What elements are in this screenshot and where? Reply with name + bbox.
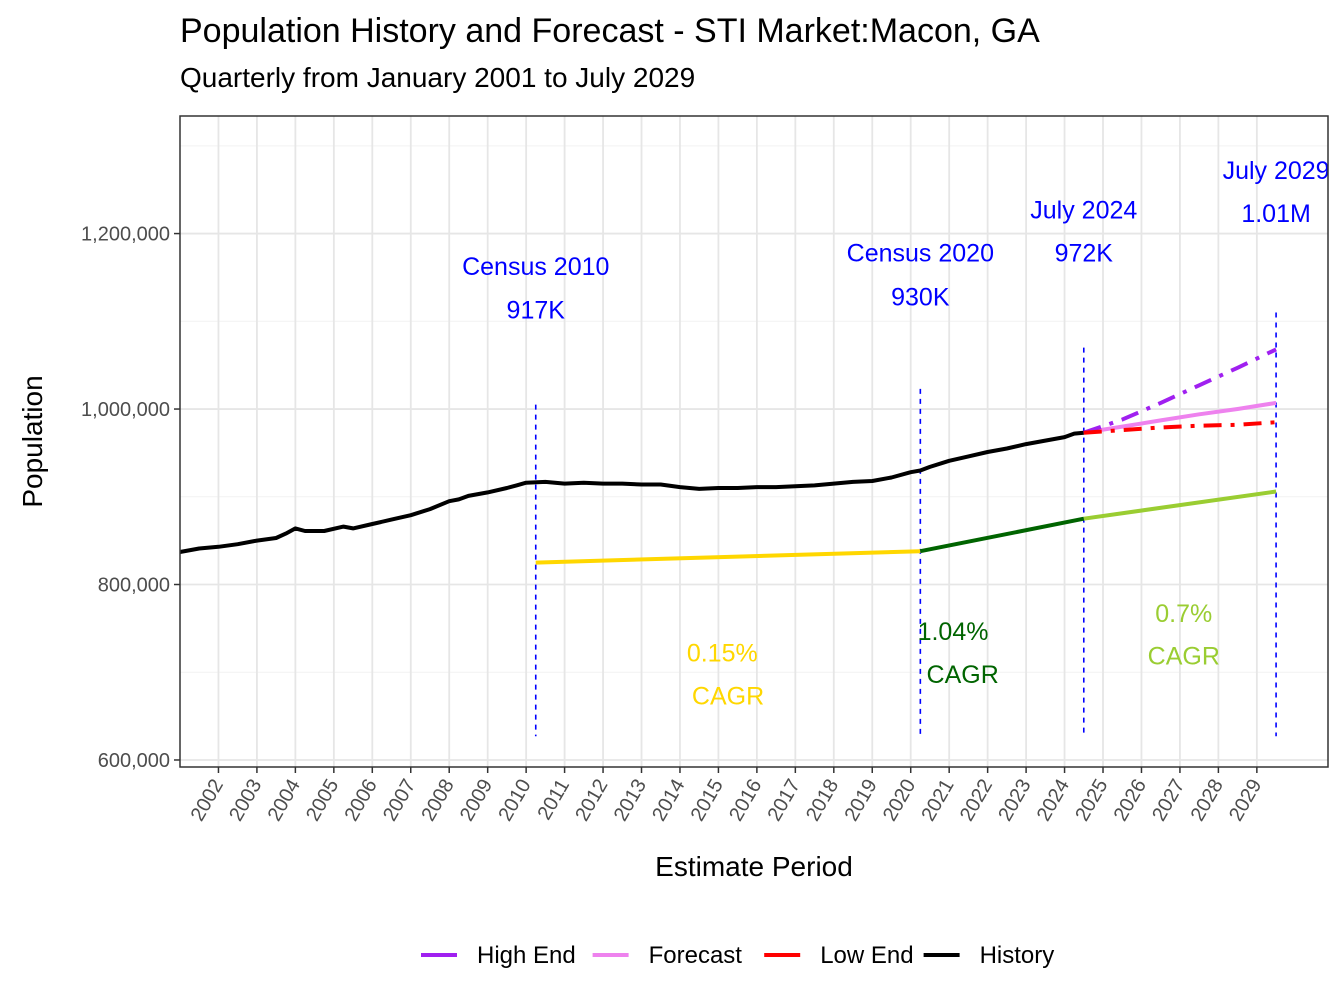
x-tick-label: 2009 (456, 776, 497, 826)
annotation-0-15: 0.15% (687, 640, 758, 668)
series-lines (179, 347, 1277, 554)
legend-label-history: History (980, 942, 1055, 969)
x-axis-title: Estimate Period (655, 851, 853, 882)
chart-subtitle: Quarterly from January 2001 to July 2029 (180, 62, 696, 93)
y-tick-label: 600,000 (98, 750, 170, 772)
x-tick-label: 2005 (302, 776, 343, 826)
x-axis: 2002200320042005200620072008200920102011… (187, 767, 1266, 826)
series-line-high-end (1083, 347, 1277, 435)
x-tick-label: 2020 (879, 776, 920, 826)
annotation-cagr: CAGR (692, 683, 764, 711)
annotation-census-2020: Census 2020 (847, 240, 994, 268)
x-tick-label: 2028 (1187, 776, 1228, 826)
x-tick-label: 2025 (1071, 776, 1112, 826)
y-axis-title: Population (17, 375, 48, 507)
chart-title: Population History and Forecast - STI Ma… (180, 12, 1040, 50)
x-tick-label: 2029 (1225, 776, 1266, 826)
x-tick-label: 2022 (956, 776, 997, 826)
annotation-1-01m: 1.01M (1241, 200, 1310, 228)
annotation-1-04: 1.04% (918, 618, 989, 646)
annotation-0-7: 0.7% (1155, 600, 1212, 628)
x-tick-label: 2024 (1033, 776, 1074, 826)
x-tick-label: 2027 (1148, 776, 1189, 826)
annotation-cagr: CAGR (1148, 642, 1220, 670)
annotation-cagr: CAGR (927, 661, 999, 689)
x-tick-label: 2011 (534, 776, 575, 824)
legend: High End Forecast Low End History (421, 942, 1054, 969)
x-tick-label: 2012 (571, 776, 612, 826)
plot-background (180, 116, 1328, 767)
annotation-930k: 930K (891, 284, 950, 312)
x-tick-label: 2017 (764, 776, 805, 826)
x-tick-label: 2010 (494, 776, 535, 826)
x-tick-label: 2015 (687, 776, 728, 826)
y-tick-label: 1,200,000 (81, 224, 170, 246)
legend-label-forecast: Forecast (649, 942, 743, 969)
series-line-forecast (1083, 400, 1277, 435)
annotation-917k: 917K (507, 297, 566, 325)
x-tick-label: 2002 (187, 776, 228, 826)
x-tick-label: 2007 (379, 776, 420, 826)
y-tick-label: 800,000 (98, 575, 170, 597)
x-tick-label: 2014 (648, 776, 689, 826)
cagr-line-2 (919, 516, 1085, 554)
series-line-low-end (1083, 420, 1277, 435)
x-tick-label: 2023 (994, 776, 1035, 826)
series-line-history (179, 430, 1084, 554)
x-tick-label: 2004 (264, 776, 305, 826)
annotations: Census 2010 917K Census 2020 930K July 2024 9… (462, 157, 1330, 711)
annotation-july-2029: July 2029 (1223, 157, 1330, 185)
x-tick-label: 2003 (225, 776, 266, 826)
x-tick-label: 2026 (1110, 776, 1151, 826)
plot-border (179, 115, 1329, 768)
x-tick-label: 2008 (417, 776, 458, 826)
annotation-july-2024: July 2024 (1030, 197, 1137, 225)
legend-label-high-end: High End (477, 942, 576, 969)
census-marker-lines (534, 312, 1277, 737)
cagr-line-3 (1083, 489, 1277, 521)
annotation-972k: 972K (1055, 240, 1114, 268)
cagr-lines (535, 489, 1277, 565)
x-tick-label: 2019 (840, 776, 881, 826)
y-axis: 600,000 800,000 1,000,000 1,200,000 (81, 224, 180, 772)
y-tick-label: 1,000,000 (81, 399, 170, 421)
x-tick-label: 2013 (610, 776, 651, 826)
x-tick-label: 2016 (725, 776, 766, 826)
legend-label-low-end: Low End (820, 942, 913, 969)
x-tick-label: 2018 (802, 776, 843, 826)
x-tick-label: 2006 (341, 776, 382, 826)
annotation-census-2010: Census 2010 (462, 253, 609, 281)
grid-lines (180, 116, 1328, 767)
cagr-line-1 (535, 549, 921, 565)
x-tick-label: 2021 (917, 776, 958, 826)
